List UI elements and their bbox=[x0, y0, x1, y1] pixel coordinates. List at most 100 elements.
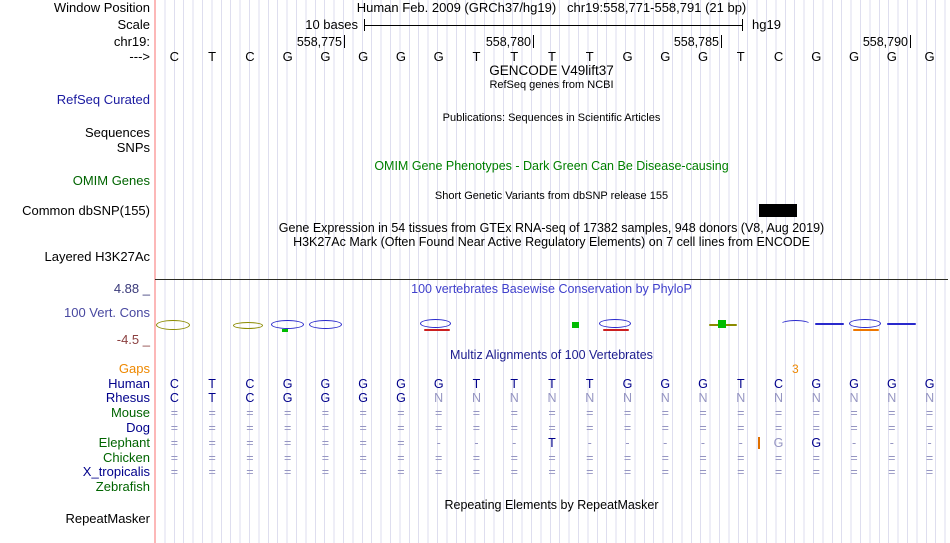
track-label-repeatmasker[interactable]: RepeatMasker bbox=[65, 511, 150, 526]
alignment-cell-elephant: = bbox=[397, 436, 405, 450]
alignment-cell-elephant: - bbox=[700, 436, 706, 450]
alignment-cell-x-tropicalis: = bbox=[397, 465, 405, 479]
alignment-cell-human: T bbox=[208, 377, 216, 391]
alignment-cell-chicken: = bbox=[246, 451, 254, 465]
track-title-refseq-sub[interactable]: RefSeq genes from NCBI bbox=[489, 79, 614, 91]
track-label-layered-h3k27ac[interactable]: Layered H3K27Ac bbox=[44, 249, 150, 264]
alignment-cell-dog: = bbox=[548, 421, 556, 435]
dbsnp-variant-box[interactable] bbox=[759, 204, 797, 217]
species-label-rhesus[interactable]: Rhesus bbox=[105, 390, 150, 405]
ruler-tick-mark bbox=[344, 35, 345, 48]
alignment-cell-human: T bbox=[736, 377, 745, 391]
alignment-cell-x-tropicalis: = bbox=[699, 465, 707, 479]
track-title-multiz-title[interactable]: Multiz Alignments of 100 Vertebrates bbox=[450, 348, 653, 362]
alignment-cell-rhesus: N bbox=[622, 391, 633, 405]
track-label-cons-max: 4.88 _ bbox=[113, 281, 150, 296]
alignment-cell-chicken: = bbox=[812, 451, 820, 465]
alignment-cell-x-tropicalis: = bbox=[661, 465, 669, 479]
species-label-dog[interactable]: Dog bbox=[126, 420, 150, 435]
alignment-cell-human: G bbox=[433, 377, 444, 391]
track-title-dbsnp-desc[interactable]: Short Genetic Variants from dbSNP releas… bbox=[434, 190, 669, 202]
track-label-common-dbsnp[interactable]: Common dbSNP(155) bbox=[22, 203, 150, 218]
alignment-cell-rhesus: G bbox=[282, 391, 293, 405]
track-label-sequences[interactable]: Sequences bbox=[84, 125, 150, 140]
track-title-gencode[interactable]: GENCODE V49lift37 bbox=[489, 63, 614, 78]
alignment-cell-mouse: = bbox=[737, 406, 745, 420]
track-label-vert-cons[interactable]: 100 Vert. Cons bbox=[64, 305, 150, 320]
reference-base: G bbox=[395, 49, 406, 64]
alignment-cell-elephant: - bbox=[587, 436, 592, 450]
alignment-cell-mouse: = bbox=[774, 406, 783, 420]
alignment-cell-chicken: = bbox=[170, 451, 179, 465]
reference-base: T bbox=[736, 49, 745, 64]
alignment-cell-dog: = bbox=[397, 421, 405, 435]
alignment-cell-elephant: - bbox=[889, 436, 894, 450]
species-label-gaps[interactable]: Gaps bbox=[118, 361, 150, 376]
ruler-tick-label: 558,785 bbox=[673, 35, 719, 49]
phylop-mark-rect bbox=[572, 322, 579, 328]
species-label-elephant[interactable]: Elephant bbox=[98, 435, 150, 450]
alignment-cell-human: G bbox=[282, 377, 293, 391]
alignment-cell-mouse: = bbox=[397, 406, 405, 420]
track-title-repeatmasker-desc[interactable]: Repeating Elements by RepeatMasker bbox=[444, 498, 659, 512]
phylop-mark-line bbox=[853, 329, 879, 331]
alignment-cell-elephant: = bbox=[321, 436, 330, 450]
species-label-x-tropicalis[interactable]: X_tropicalis bbox=[82, 464, 150, 479]
phylop-mark-line bbox=[603, 329, 629, 331]
alignment-cell-x-tropicalis: = bbox=[170, 465, 179, 479]
track-label-refseq-curated[interactable]: RefSeq Curated bbox=[56, 92, 150, 107]
alignment-cell-chicken: = bbox=[925, 451, 934, 465]
alignment-cell-rhesus: N bbox=[585, 391, 595, 405]
alignment-cell-human: C bbox=[245, 377, 255, 391]
alignment-cell-x-tropicalis: = bbox=[435, 465, 443, 479]
track-title-gtex-desc[interactable]: Gene Expression in 54 tissues from GTEx … bbox=[278, 221, 825, 235]
species-label-chicken[interactable]: Chicken bbox=[103, 450, 150, 465]
alignment-cell-x-tropicalis: = bbox=[774, 465, 783, 479]
alignment-cell-x-tropicalis: = bbox=[850, 465, 858, 479]
alignment-cell-rhesus: G bbox=[320, 391, 331, 405]
alignment-cell-human: T bbox=[472, 377, 481, 391]
alignment-cell-human: C bbox=[169, 377, 179, 391]
track-label-omim-genes[interactable]: OMIM Genes bbox=[72, 173, 150, 188]
alignment-cell-x-tropicalis: = bbox=[548, 465, 556, 479]
reference-base: T bbox=[472, 49, 481, 64]
reference-base: G bbox=[811, 49, 822, 64]
alignment-cell-human: G bbox=[849, 377, 859, 391]
phylop-mark-ellipse bbox=[271, 320, 304, 329]
alignment-cell-mouse: = bbox=[548, 406, 556, 420]
track-title-omim-desc[interactable]: OMIM Gene Phenotypes - Dark Green Can Be… bbox=[374, 159, 729, 173]
track-title-publications[interactable]: Publications: Sequences in Scientific Ar… bbox=[442, 112, 661, 124]
reference-base: G bbox=[697, 49, 709, 64]
track-label-snps[interactable]: SNPs bbox=[116, 140, 150, 155]
alignment-cell-x-tropicalis: = bbox=[359, 465, 367, 479]
alignment-cell-human: G bbox=[811, 377, 822, 391]
ruler-tick-label: 558,790 bbox=[862, 35, 908, 49]
alignment-cell-dog: = bbox=[699, 421, 707, 435]
species-label-human[interactable]: Human bbox=[108, 376, 150, 391]
species-label-zebrafish[interactable]: Zebrafish bbox=[95, 479, 150, 494]
alignment-cell-dog: = bbox=[435, 421, 443, 435]
alignment-cell-chicken: = bbox=[397, 451, 405, 465]
alignment-cell-rhesus: N bbox=[698, 391, 708, 405]
alignment-cell-chicken: = bbox=[548, 451, 556, 465]
alignment-cell-dog: = bbox=[850, 421, 858, 435]
phylop-mark-line bbox=[815, 323, 844, 325]
insertion-marker-bar bbox=[758, 437, 760, 449]
alignment-cell-human: T bbox=[510, 377, 519, 391]
alignment-cell-rhesus: N bbox=[471, 391, 481, 405]
alignment-cell-human: G bbox=[622, 377, 633, 391]
species-label-mouse[interactable]: Mouse bbox=[110, 405, 150, 420]
alignment-cell-rhesus: C bbox=[169, 391, 179, 405]
alignment-cell-chicken: = bbox=[774, 451, 783, 465]
track-title-h3k27ac-desc[interactable]: H3K27Ac Mark (Often Found Near Active Re… bbox=[293, 235, 810, 249]
reference-base: G bbox=[433, 49, 444, 64]
alignment-cell-human: T bbox=[548, 377, 556, 391]
alignment-cell-chicken: = bbox=[435, 451, 443, 465]
alignment-cell-mouse: = bbox=[321, 406, 330, 420]
track-label-chrom: chr19: bbox=[113, 34, 150, 49]
track-title-phylop-title[interactable]: 100 vertebrates Basewise Conservation by… bbox=[411, 282, 692, 296]
alignment-cell-x-tropicalis: = bbox=[812, 465, 820, 479]
track-label-scale: Scale bbox=[117, 17, 150, 32]
alignment-cell-rhesus: N bbox=[811, 391, 821, 405]
